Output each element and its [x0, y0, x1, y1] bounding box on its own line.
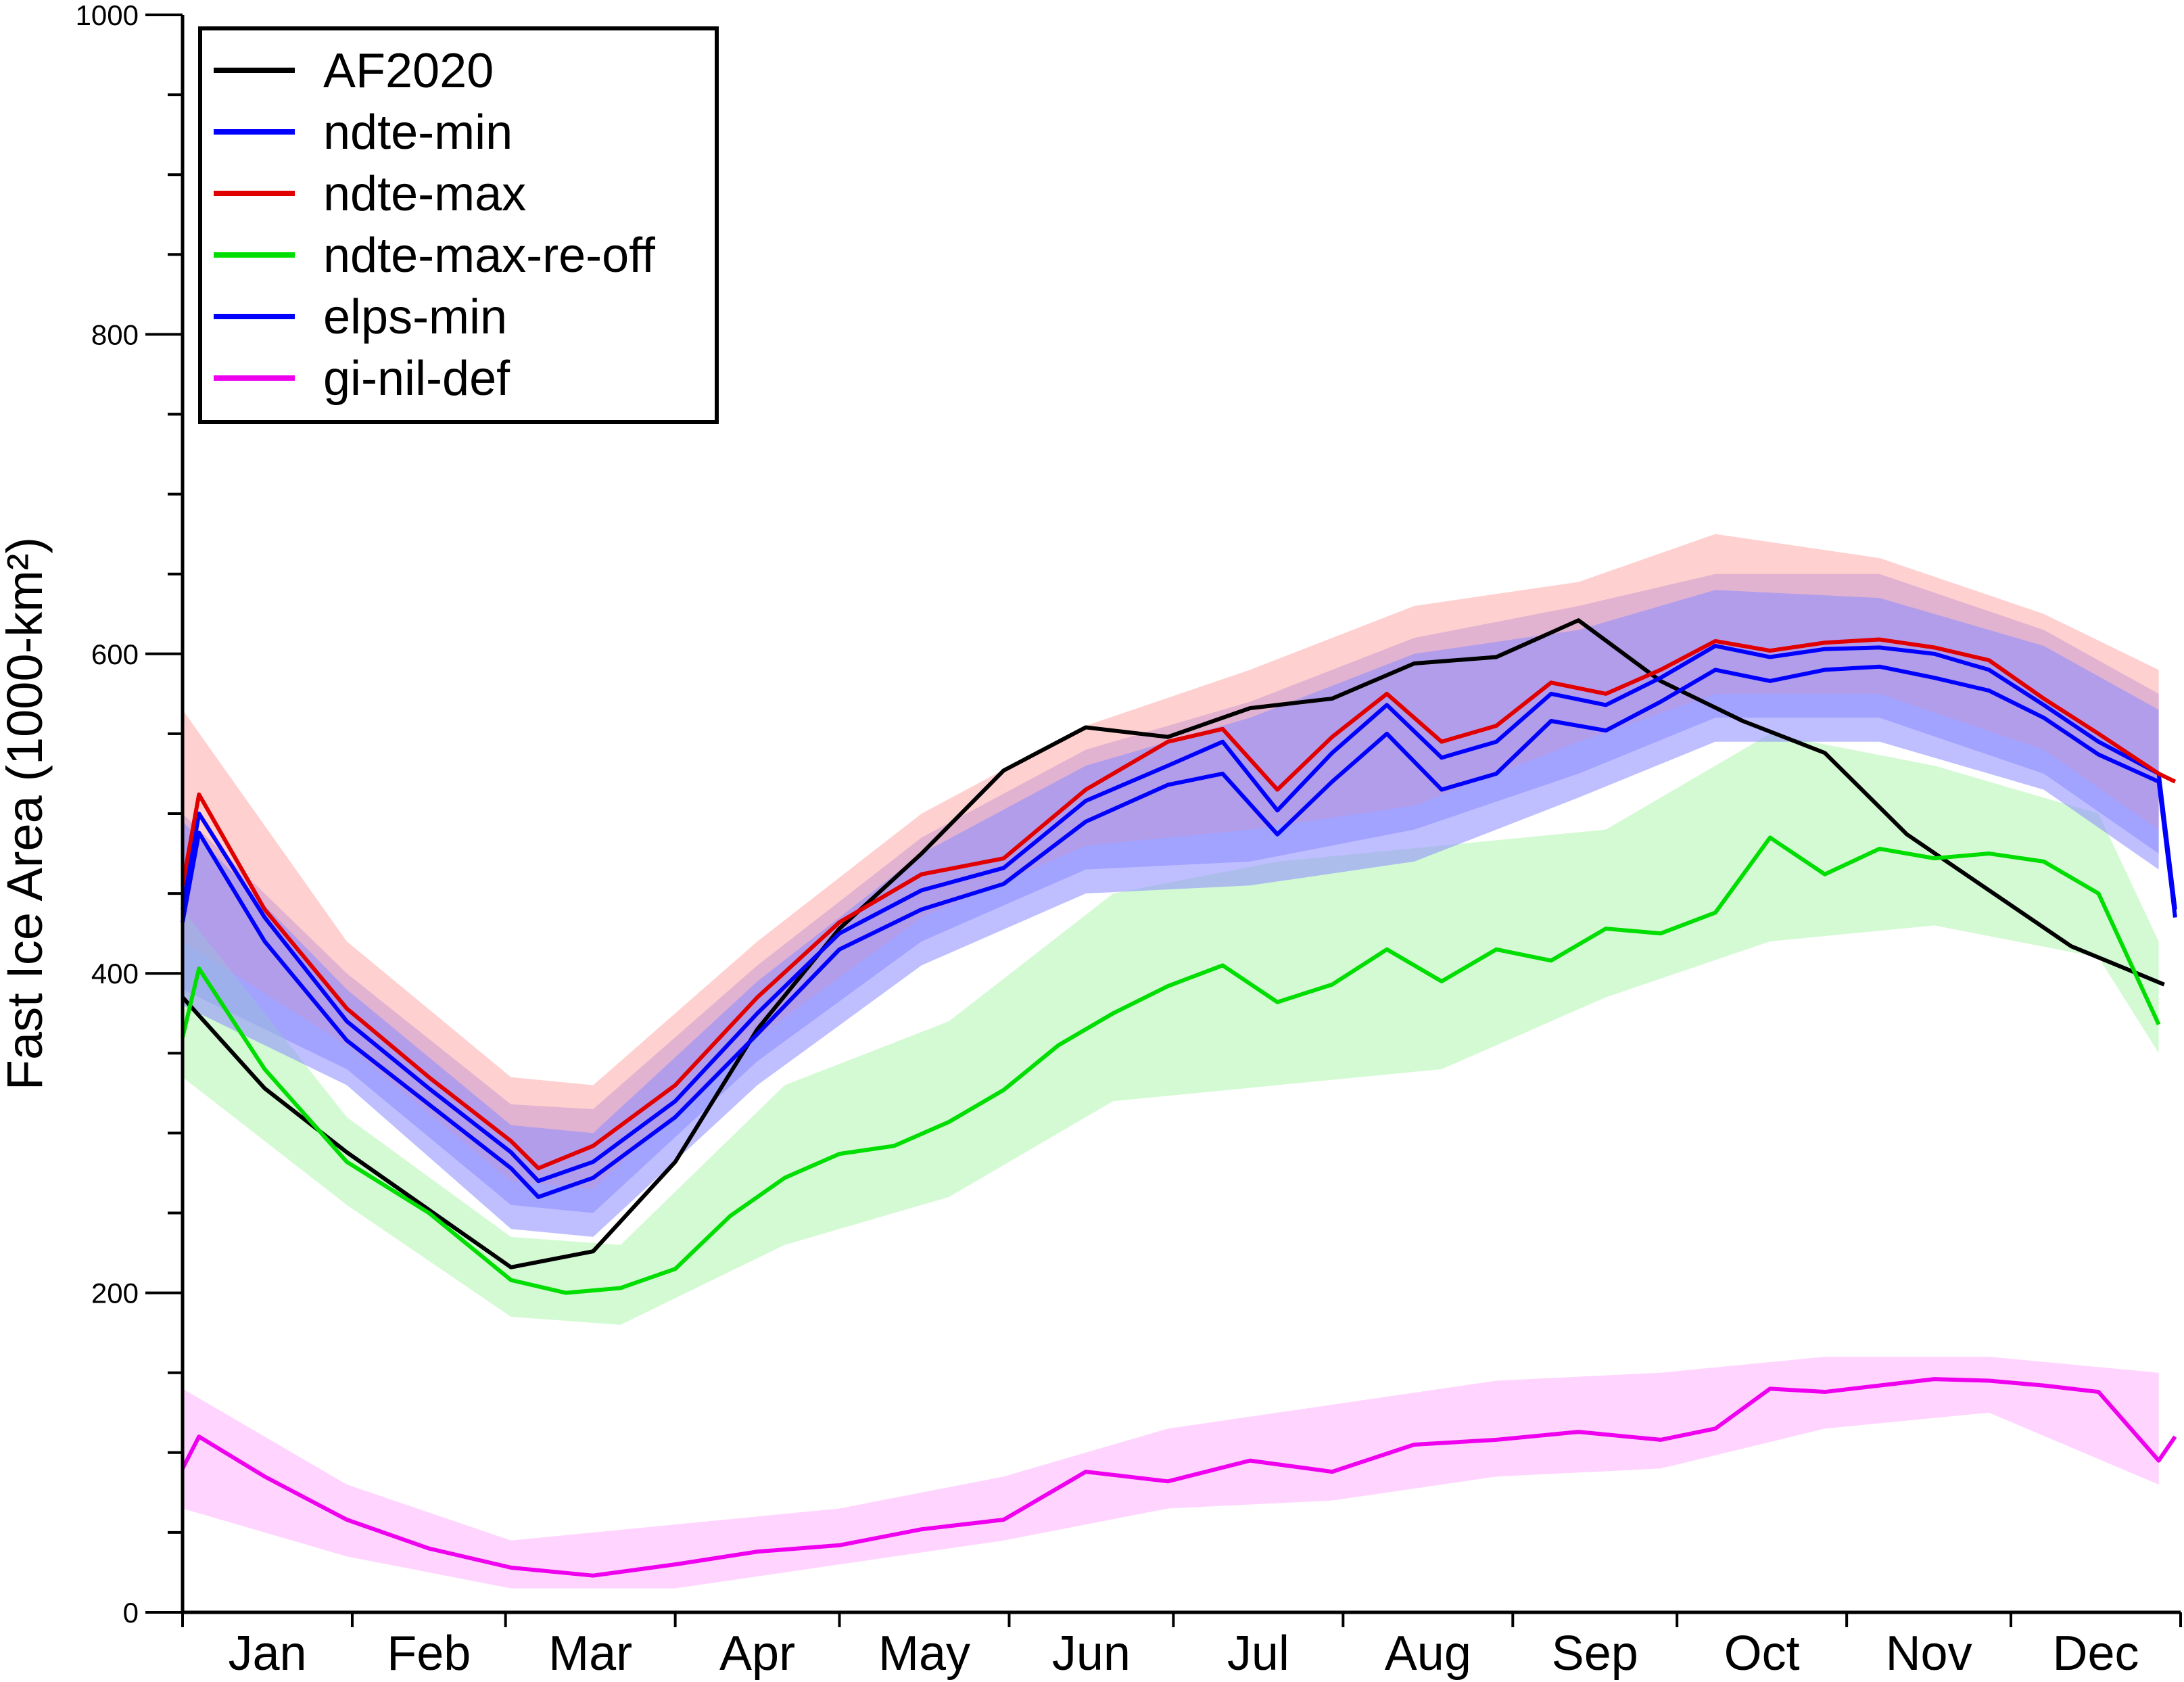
y-tick-label: 200 — [91, 1278, 139, 1309]
series-line-gi-nil-def — [181, 1377, 2177, 1578]
x-tick-label-Jan: Jan — [228, 1627, 306, 1681]
x-tick-label-Dec: Dec — [2052, 1627, 2139, 1681]
x-tick-label-Jul: Jul — [1227, 1627, 1289, 1681]
x-tick-label-Jun: Jun — [1052, 1627, 1131, 1681]
y-tick-label: 400 — [91, 958, 139, 989]
series-line-elps-min — [181, 664, 2177, 1199]
series-line-ndte-min — [181, 643, 2177, 1184]
x-tick-label-Apr: Apr — [719, 1627, 795, 1681]
axes: 0 200 400 600 800 1000 Jan Feb Mar Apr May Jun Jul Au… — [76, 0, 2182, 1681]
band-ndte-max-re-off — [183, 733, 2159, 1325]
series-lines — [181, 618, 2177, 1578]
y-tick-label: 600 — [91, 638, 139, 670]
y-axis-label: Fast Ice Area (1000-km²) — [0, 537, 53, 1090]
legend-box — [198, 26, 719, 424]
y-tick-label: 0 — [123, 1597, 139, 1629]
y-tick-label: 1000 — [76, 0, 139, 31]
x-tick-label-Feb: Feb — [387, 1627, 471, 1681]
band-gi-nil-def — [183, 1357, 2159, 1589]
legend-label-ndte-min: ndte-min — [323, 106, 513, 160]
y-tick-label: 800 — [91, 319, 139, 350]
spread-bands — [183, 534, 2159, 1589]
legend-label-gi-nil-def: gi-nil-def — [323, 352, 511, 406]
x-tick-label-May: May — [878, 1627, 970, 1681]
x-tick-label-Aug: Aug — [1385, 1627, 1471, 1681]
legend-label-ndte-max-re-off: ndte-max-re-off — [323, 229, 656, 283]
x-tick-label-Sep: Sep — [1552, 1627, 1638, 1681]
x-tick-label-Nov: Nov — [1886, 1627, 1972, 1681]
legend-label-elps-min: elps-min — [323, 290, 507, 344]
x-tick-label-Mar: Mar — [548, 1627, 632, 1681]
legend-label-AF2020: AF2020 — [323, 44, 494, 98]
legend: AF2020 ndte-min ndte-max ndte-max-re-off elp… — [198, 26, 719, 424]
series-line-ndte-max-re-off — [181, 835, 2161, 1295]
band-elps-min — [183, 590, 2159, 1237]
series-line-AF2020 — [181, 618, 2165, 1269]
legend-label-ndte-max: ndte-max — [323, 167, 526, 221]
series-line-ndte-max — [181, 637, 2177, 1171]
x-tick-label-Oct: Oct — [1724, 1627, 1800, 1681]
